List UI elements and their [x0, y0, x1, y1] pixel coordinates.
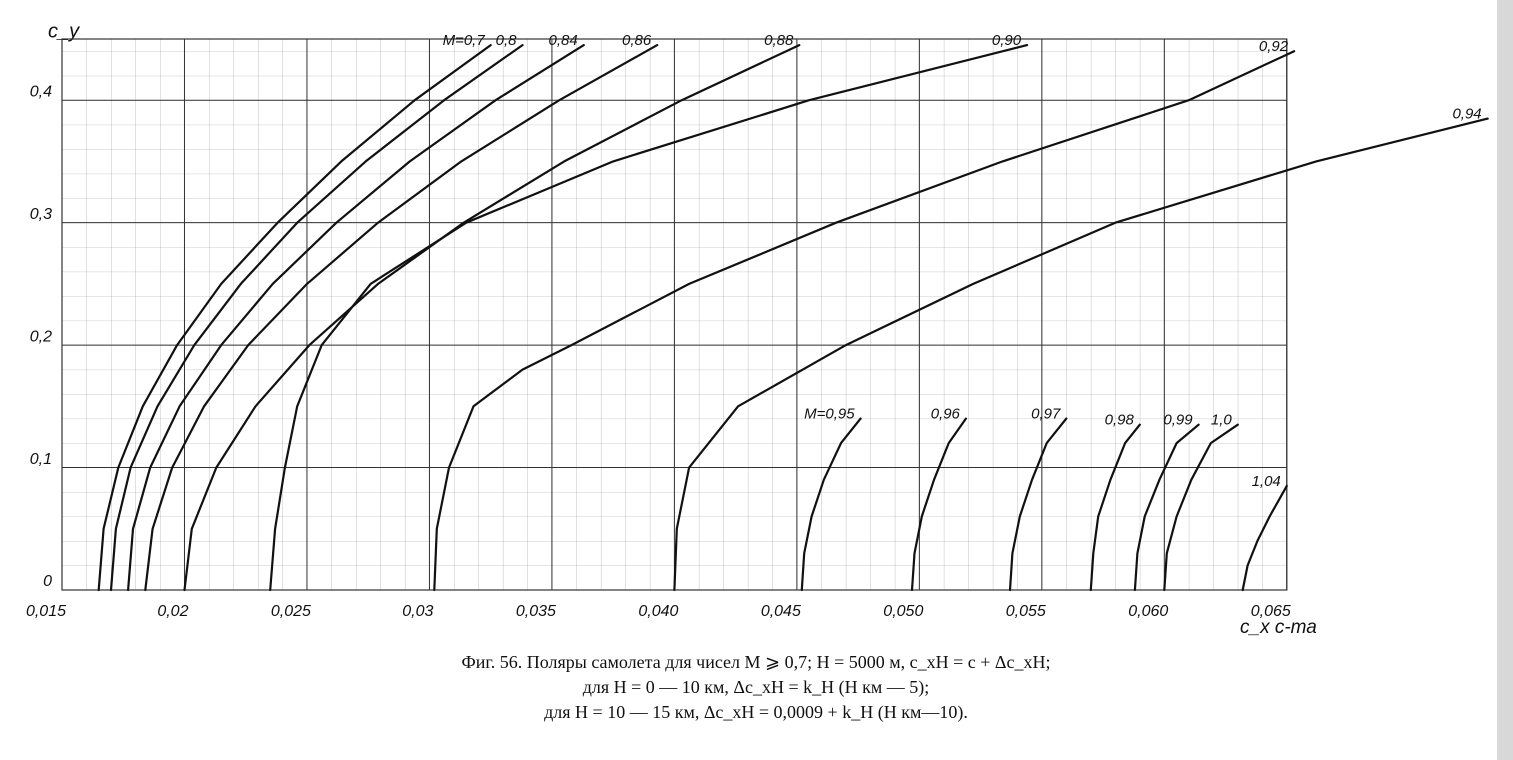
curve-label: 0,86	[622, 32, 652, 49]
y-tick-label: 0	[43, 573, 52, 590]
polar-curve	[1133, 423, 1200, 592]
y-tick-label: 0,1	[30, 451, 52, 468]
curve-label: 0,92	[1259, 38, 1289, 55]
x-tick-label: 0,040	[638, 603, 678, 620]
caption-line: Фиг. 56. Поляры самолета для чисел M ⩾ 0…	[462, 652, 1051, 672]
polar-curve	[1008, 417, 1068, 592]
curve-label: 1,04	[1252, 473, 1281, 490]
curve-label: M=0,7	[443, 32, 486, 49]
y-tick-label: 0,4	[30, 83, 52, 100]
curve-label: M=0,95	[804, 406, 855, 423]
curve-label: 0,84	[549, 32, 578, 49]
x-tick-label: 0,060	[1128, 603, 1168, 620]
x-tick-label: 0,050	[883, 603, 923, 620]
x-tick-label: 0,065	[1251, 603, 1291, 620]
x-tick-label: 0,045	[761, 603, 801, 620]
polar-curve	[910, 417, 967, 592]
curve-label: 0,94	[1452, 106, 1481, 123]
polar-curve	[127, 44, 585, 592]
caption-line: для H = 10 — 15 км, Δc_xH = 0,0009 + k_H…	[544, 702, 968, 723]
y-tick-label: 0,3	[30, 206, 52, 223]
curve-label: 0,90	[992, 32, 1022, 49]
curve-label: 0,88	[764, 32, 794, 49]
polar-curve	[97, 44, 492, 592]
curve-label: 0,8	[496, 32, 518, 49]
caption-line: для H = 0 — 10 км, Δc_xH = k_H (H км — 5…	[583, 677, 930, 698]
x-tick-label: 0,03	[402, 603, 433, 620]
curve-label: 0,97	[1031, 406, 1061, 423]
polar-curve	[144, 44, 659, 592]
polar-curve	[673, 117, 1489, 592]
x-tick-label: 0,025	[271, 603, 311, 620]
scan-edge	[1497, 0, 1513, 760]
x-tick-label: 0,015	[26, 603, 66, 620]
x-tick-label: 0,035	[516, 603, 556, 620]
curve-label: 0,96	[931, 406, 961, 423]
curve-label: 0,99	[1163, 412, 1193, 429]
x-tick-label: 0,02	[157, 603, 188, 620]
polar-curve	[1241, 484, 1288, 592]
x-tick-label: 0,055	[1006, 603, 1046, 620]
polar-curve	[433, 50, 1296, 592]
curve-label: 0,98	[1105, 412, 1135, 429]
polar-curve	[1163, 423, 1239, 592]
polar-curve	[183, 44, 801, 592]
polar-curve	[1089, 423, 1141, 592]
polar-curve	[269, 44, 1029, 592]
polar-curve	[109, 44, 524, 592]
x-axis-label: c_x с-та	[1240, 617, 1317, 638]
curve-label: 1,0	[1211, 412, 1233, 429]
y-axis-label: c_y	[48, 20, 80, 42]
y-tick-label: 0,2	[30, 328, 52, 345]
polar-curve	[800, 417, 862, 592]
